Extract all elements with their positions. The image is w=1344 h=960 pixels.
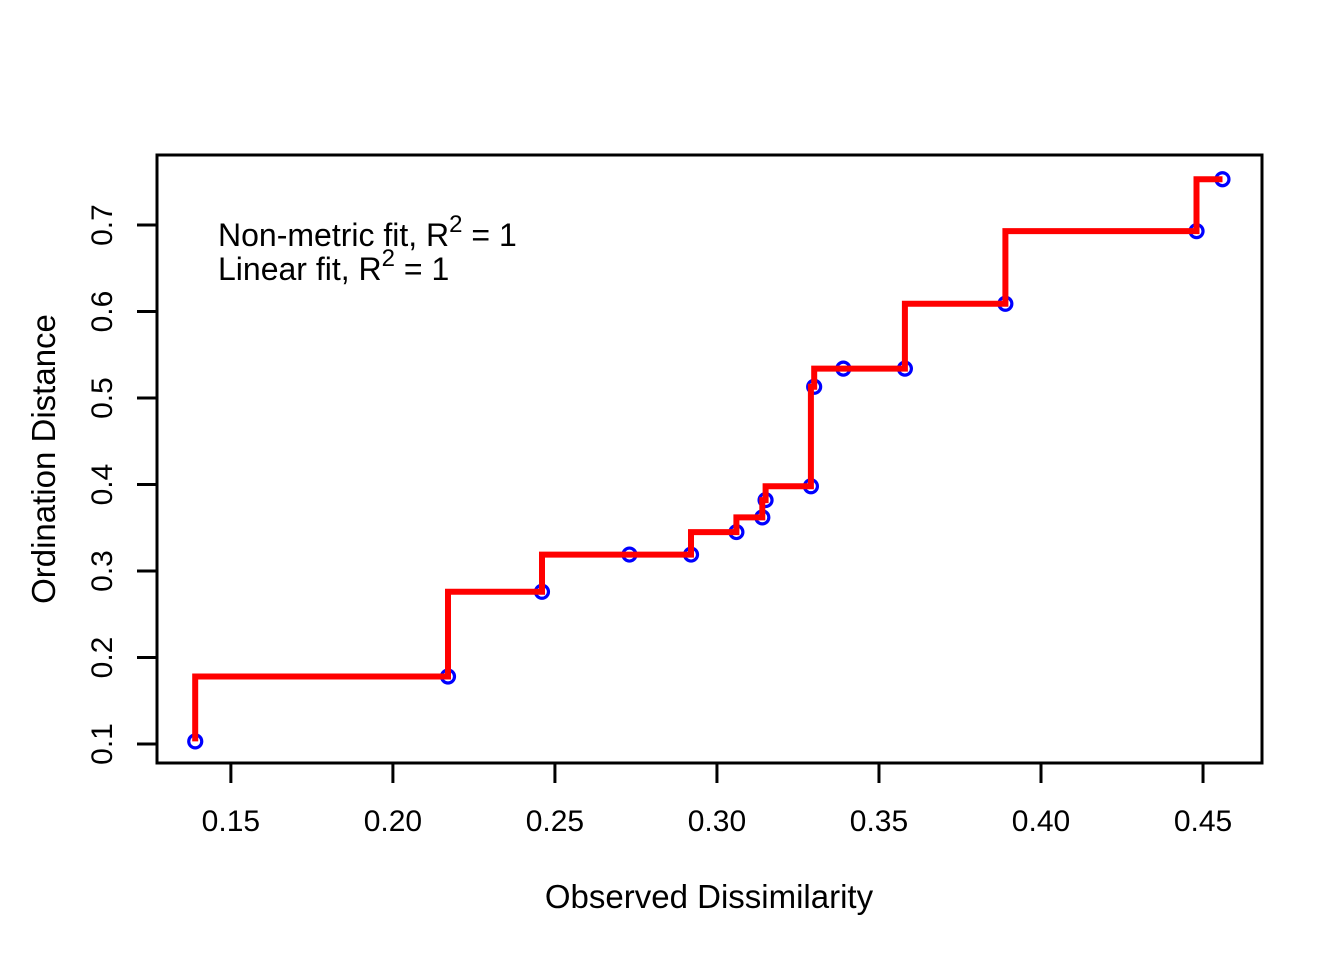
y-axis-ticks: 0.1 0.2 0.3 0.4 0.5 0.6 0.7 [86, 204, 157, 765]
x-axis-ticks: 0.15 0.20 0.25 0.30 0.35 0.40 0.45 [202, 763, 1232, 838]
x-tick-label: 0.25 [526, 805, 584, 838]
linear-fit-annotation: Linear fit, R2 = 1 [218, 245, 449, 287]
x-tick-label: 0.35 [850, 805, 908, 838]
linear-fit-value: = 1 [395, 251, 449, 287]
y-tick-label: 0.1 [86, 723, 119, 765]
nonmetric-fit-annotation: Non-metric fit, R2 = 1 [218, 211, 517, 253]
x-tick-label: 0.45 [1174, 805, 1232, 838]
y-tick-label: 0.7 [86, 204, 119, 246]
y-tick-label: 0.3 [86, 550, 119, 592]
y-tick-label: 0.6 [86, 291, 119, 333]
linear-fit-text: Linear fit, R [218, 251, 382, 287]
plot-border-box [155, 153, 1264, 765]
x-axis-title: Observed Dissimilarity [545, 878, 874, 915]
x-tick-label: 0.15 [202, 805, 260, 838]
x-tick-label: 0.40 [1012, 805, 1070, 838]
x-tick-label: 0.20 [364, 805, 422, 838]
nonmetric-fit-superscript: 2 [449, 211, 462, 238]
y-tick-label: 0.5 [86, 377, 119, 419]
nonmetric-fit-text: Non-metric fit, R [218, 217, 449, 253]
linear-fit-superscript: 2 [382, 245, 395, 272]
monotone-step-fit-line [192, 176, 1223, 742]
y-axis-title: Ordination Distance [25, 314, 62, 604]
y-tick-label: 0.2 [86, 637, 119, 679]
y-tick-label: 0.4 [86, 464, 119, 506]
nonmetric-fit-value: = 1 [463, 217, 517, 253]
x-tick-label: 0.30 [688, 805, 746, 838]
